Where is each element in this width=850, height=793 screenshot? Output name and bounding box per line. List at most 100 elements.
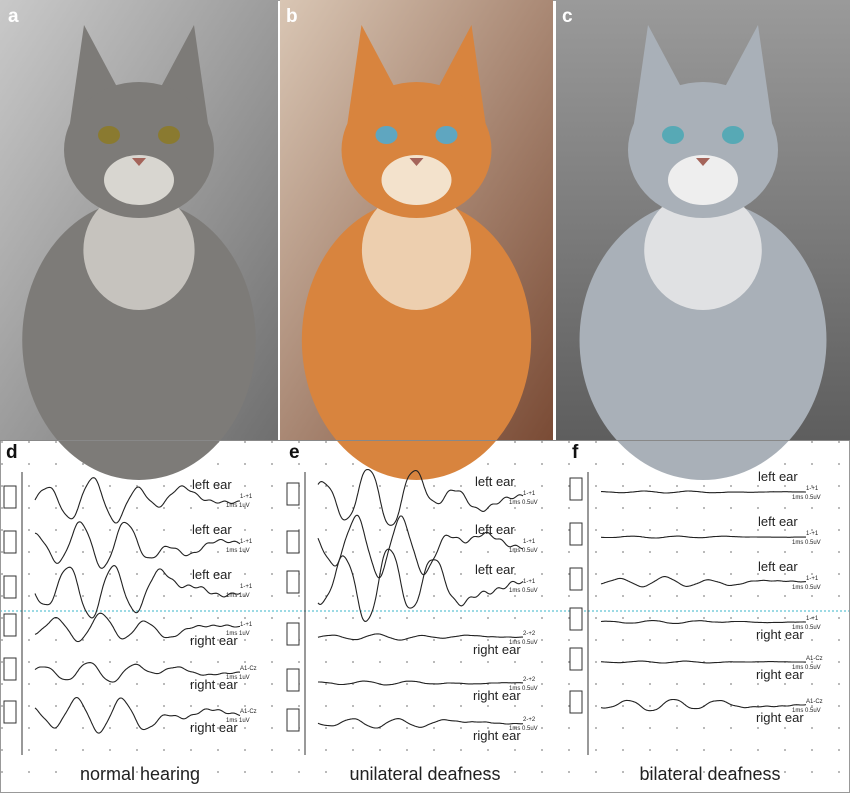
channel-label: 2-+2 [523, 631, 536, 637]
channel-label: 1-+1 [523, 539, 536, 545]
ear-label: right ear [190, 677, 238, 692]
channel-label: 2-+2 [523, 717, 536, 723]
cat-eye [158, 126, 180, 144]
scale-label: 1ms 0.5uV [792, 665, 821, 671]
ear-label: left ear [475, 522, 515, 537]
channel-box [3, 530, 17, 554]
cat-muzzle [668, 155, 738, 205]
panel-label: f [572, 442, 579, 463]
ear-label: right ear [756, 667, 804, 682]
panel-label: a [8, 6, 19, 27]
scale-label: 1ms 0.5uV [509, 640, 538, 646]
scale-label: 1ms 1uV [226, 548, 250, 554]
cat-eye [98, 126, 120, 144]
scale-label: 1ms 0.5uV [792, 540, 821, 546]
channel-box [569, 690, 583, 714]
ear-label: right ear [190, 633, 238, 648]
scale-label: 1ms 0.5uV [792, 585, 821, 591]
channel-box [3, 613, 17, 637]
channel-box [286, 570, 300, 594]
scale-label: 1ms 1uV [226, 631, 250, 637]
cat-eye [722, 126, 744, 144]
cat-eye [435, 126, 458, 144]
scale-label: 1ms 0.5uV [509, 686, 538, 692]
channel-box [569, 607, 583, 631]
cat-head [64, 82, 214, 218]
scale-label: 1ms 1uV [226, 503, 250, 509]
channel-label: 1-+1 [806, 531, 819, 537]
scale-label: 1ms 1uV [226, 675, 250, 681]
abr-panel: e left ear 1-+1 1ms 0.5uV left ear 1-+1 1ms 0.… [286, 442, 538, 784]
cat-muzzle [381, 155, 452, 205]
scale-label: 1ms 1uV [226, 593, 250, 599]
waveform [34, 696, 241, 734]
ear-label: left ear [475, 562, 515, 577]
ear-label: left ear [758, 469, 798, 484]
channel-label: A1-Cz [240, 666, 257, 672]
channel-label: 1-+1 [240, 584, 253, 590]
scale-label: 1ms 0.5uV [792, 625, 821, 631]
channel-label: 1-+1 [806, 616, 819, 622]
cat-body [301, 200, 532, 480]
cat-nose [409, 158, 424, 166]
ear-label: right ear [190, 720, 238, 735]
channel-label: 1-+1 [240, 494, 253, 500]
ear-label: left ear [192, 567, 232, 582]
waveform [317, 514, 524, 579]
waveform [317, 548, 524, 622]
abr-panel: f left ear 1-+1 1ms 0.5uV left ear 1-+1 1ms 0.… [569, 442, 823, 784]
scale-label: 1ms 1uV [226, 718, 250, 724]
waveform [318, 680, 524, 686]
scale-label: 1ms 0.5uV [509, 548, 538, 554]
ear-label: right ear [473, 688, 521, 703]
scale-label: 1ms 0.5uV [509, 500, 538, 506]
waveform [600, 620, 806, 624]
cat-head [628, 82, 778, 218]
ear-label: right ear [756, 627, 804, 642]
cat-eye [662, 126, 684, 144]
cat-head [341, 82, 492, 218]
cat-body [22, 200, 256, 480]
channel-box [3, 700, 17, 724]
channel-box [286, 530, 300, 554]
waveform [317, 718, 524, 729]
abr-panel: d left ear 1-+1 1ms 1uV left ear 1-+1 1ms 1uV l… [3, 442, 257, 784]
cat-nose [696, 158, 710, 166]
channel-box [569, 477, 583, 501]
channel-label: 1-+1 [240, 539, 253, 545]
waveform [601, 490, 806, 494]
photo: c [556, 0, 850, 480]
channel-label: 1-+1 [523, 579, 536, 585]
divider [0, 440, 850, 441]
channel-label: A1-Cz [806, 699, 823, 705]
waveform [600, 698, 807, 712]
scale-label: 1ms 0.5uV [792, 495, 821, 501]
channel-label: 1-+1 [523, 491, 536, 497]
scale-label: 1ms 0.5uV [509, 588, 538, 594]
waveform [34, 612, 241, 643]
waveform [600, 660, 806, 664]
ear-label: right ear [473, 642, 521, 657]
waveform [34, 565, 241, 619]
panel-label: d [6, 442, 18, 463]
channel-box [286, 482, 300, 506]
panel-label: e [289, 442, 300, 463]
ear-label: left ear [192, 477, 232, 492]
cat-chest [83, 190, 195, 310]
waveform [317, 633, 523, 641]
channel-box [569, 567, 583, 591]
channel-box [3, 575, 17, 599]
panel-caption: unilateral deafness [349, 764, 500, 784]
channel-box [286, 622, 300, 646]
channel-box [3, 657, 17, 681]
channel-box [569, 647, 583, 671]
ear-label: right ear [756, 710, 804, 725]
photo: b [280, 0, 553, 480]
panel-caption: normal hearing [80, 764, 200, 784]
cat-body [579, 200, 827, 480]
ear-label: left ear [758, 559, 798, 574]
channel-box [286, 708, 300, 732]
ear-label: left ear [758, 514, 798, 529]
waveform [34, 662, 241, 683]
grid-dots [0, 441, 850, 793]
